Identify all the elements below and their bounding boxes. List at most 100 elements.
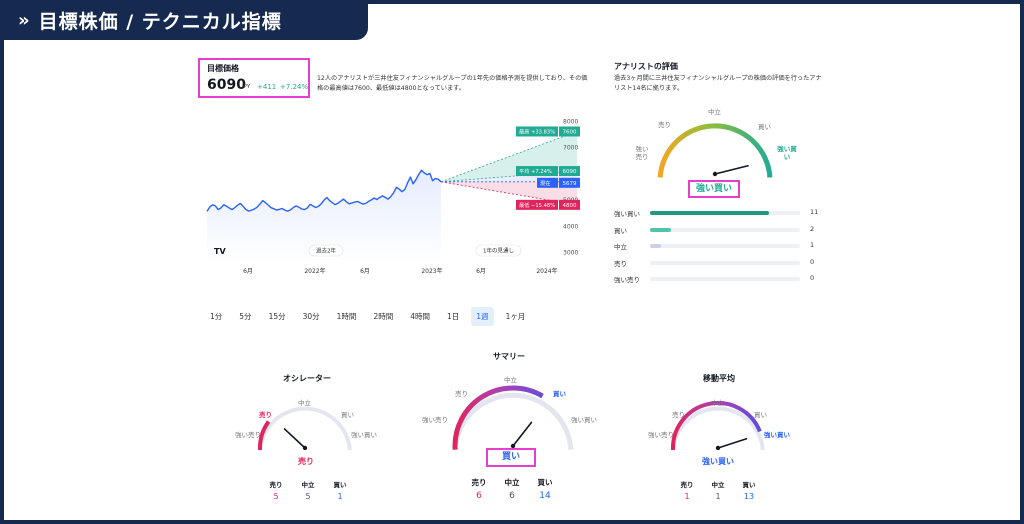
timeframe-button[interactable]: 1時間 [336, 312, 357, 321]
timeframe-button[interactable]: 1日 [447, 312, 460, 321]
rating-track [650, 260, 800, 265]
sum-label-sell: 売り [455, 390, 468, 398]
period-past-label: 過去2年 [316, 247, 336, 255]
gauge-needle [283, 428, 306, 449]
section-title: 目標株価 / テクニカル指標 [38, 10, 282, 33]
gauge-label-neutral: 中立 [708, 108, 721, 116]
rating-count: 11 [810, 208, 819, 216]
price-history-line [206, 169, 442, 212]
count-value: 1 [715, 492, 721, 501]
y-tick-label: 7000 [563, 145, 578, 152]
rating-count: 0 [810, 274, 815, 282]
gauge-track [671, 406, 765, 450]
rating-row: 売り 0 [614, 255, 824, 271]
double-chevron-icon: » [18, 9, 30, 31]
count-label: 中立 [504, 478, 520, 487]
rating-track [650, 277, 800, 281]
summary-count-column: 売り 6 [467, 477, 491, 501]
ma-label-neutral: 中立 [711, 399, 724, 407]
rating-count: 1 [810, 241, 815, 249]
gauge-label-strong-buy: 強い買い [777, 145, 797, 161]
x-tick-label: 6月 [476, 268, 486, 275]
forecast-value-tag [559, 126, 580, 137]
ma-label-strong-buy: 強い買い [764, 431, 790, 439]
count-value: 5 [273, 492, 279, 501]
analyst-rating-title: アナリストの評価 [614, 62, 678, 71]
rating-count: 2 [810, 224, 815, 233]
forecast-low-line [440, 181, 578, 206]
count-value: 1 [337, 492, 343, 501]
timeframe-button[interactable]: 2時間 [373, 312, 394, 321]
timeframe-button[interactable]: 1ヶ月 [505, 312, 526, 321]
rating-count: 0 [810, 257, 815, 266]
osc-label-neutral: 中立 [298, 399, 311, 407]
timeframe-button[interactable]: 4時間 [410, 312, 430, 321]
forecast-value: 6090 [563, 169, 577, 175]
oscillators-result: 売り [298, 457, 314, 466]
rating-track [650, 244, 800, 248]
price-target-currency: JPY [242, 84, 251, 90]
timeframe-selector: 1分 5分 15分 30分 1時間 2時間 4時間 1日 1週 1ヶ月 [205, 307, 537, 326]
forecast-label-name: 平均 +7.24% [519, 167, 552, 175]
timeframe-button[interactable]: 30分 [302, 312, 320, 321]
oscillators-count-column: 中立 5 [296, 479, 320, 501]
gauge-fill [258, 420, 271, 450]
oscillators-title: オシレーター [283, 374, 331, 383]
forecast-value-tag [559, 199, 580, 210]
gauge-label-buy: 買い [758, 123, 771, 131]
forecast-label-name: 最高 +33.83% [519, 127, 555, 135]
summary-count-column: 中立 6 [500, 477, 524, 501]
y-tick-label: 4000 [563, 223, 578, 230]
count-value: 6 [476, 491, 482, 501]
count-value: 13 [743, 492, 755, 501]
rating-label: 中立 [614, 243, 627, 251]
gauge-pivot [302, 445, 308, 450]
forecast-value-tag [559, 177, 580, 188]
gauge-fill [452, 385, 544, 450]
gauge-pivot [712, 171, 718, 177]
y-tick-label: 8000 [563, 119, 578, 126]
sum-label-neutral: 中立 [504, 376, 517, 384]
ma-label-strong-sell: 強い売り [648, 431, 674, 439]
gauge-fill [657, 123, 773, 178]
count-label: 売り [269, 481, 283, 489]
rating-label: 売り [614, 259, 627, 268]
timeframe-button[interactable]: 15分 [268, 312, 286, 321]
gauge-pivot [715, 445, 721, 450]
gauge-track [657, 123, 773, 178]
x-tick-label: 6月 [360, 268, 370, 275]
timeframe-button[interactable]: 1週 [471, 307, 494, 326]
timeframe-button[interactable]: 1分 [210, 312, 223, 321]
gauge-pivot [510, 443, 516, 449]
timeframe-button[interactable]: 5分 [239, 312, 252, 321]
oscillators-count-column: 買い 1 [328, 479, 352, 501]
rating-row: 買い 2 [614, 222, 824, 238]
forecast-label-name: 現在 [540, 179, 550, 187]
rating-row: 強い売り 0 [614, 271, 824, 287]
price-target-value: 6090 [207, 77, 246, 93]
summary-count-column: 買い 14 [533, 477, 557, 501]
gauge-needle [512, 421, 533, 447]
count-label: 中立 [301, 481, 315, 489]
price-target-highlight [198, 58, 310, 98]
x-tick-label: 2024年 [536, 267, 557, 275]
price-history-area [207, 170, 441, 262]
section-header: » 目標株価 / テクニカル指標 [0, 0, 368, 40]
count-label: 買い [742, 481, 756, 489]
rating-bar [650, 227, 671, 232]
oscillators-count-column: 売り 5 [264, 479, 288, 501]
gauge-needle [714, 164, 749, 175]
forecast-high-line [440, 131, 578, 183]
count-label: 売り [680, 481, 694, 489]
osc-label-strong-sell: 強い売り [235, 431, 261, 439]
gauge-label-sell: 売り [658, 121, 671, 129]
rating-label: 買い [614, 226, 627, 235]
period-forecast-label: 1年の見通し [483, 247, 514, 255]
price-target-description: 12人のアナリストが三井住友フィナンシャルグループの1年先の価格予測を提供してお… [317, 75, 588, 92]
sum-label-strong-sell: 強い売り [422, 416, 448, 424]
forecast-value-tag [559, 166, 580, 177]
count-value: 14 [539, 491, 551, 501]
price-target-change: +411 [257, 83, 277, 91]
rating-label: 強い売り [614, 276, 640, 284]
